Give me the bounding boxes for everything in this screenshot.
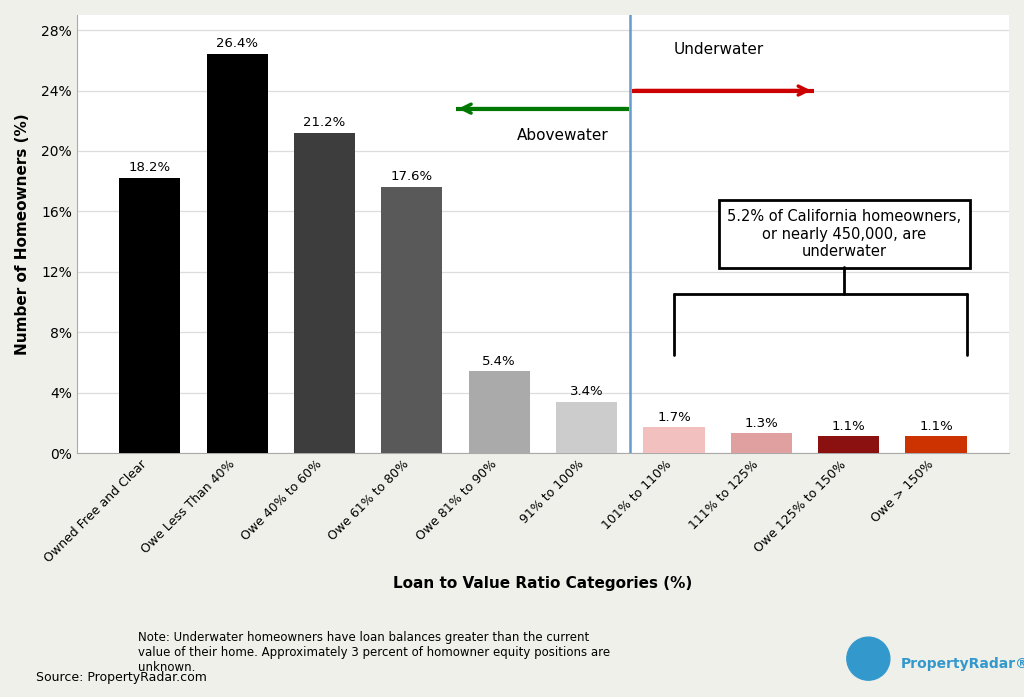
Text: 21.2%: 21.2%	[303, 116, 346, 129]
Text: 5.2% of California homeowners,
or nearly 450,000, are
underwater: 5.2% of California homeowners, or nearly…	[727, 209, 962, 259]
Text: Note: Underwater homeowners have loan balances greater than the current
value of: Note: Underwater homeowners have loan ba…	[138, 631, 610, 674]
Bar	[381, 187, 442, 453]
Text: 1.1%: 1.1%	[920, 420, 953, 433]
Text: Abovewater: Abovewater	[517, 128, 608, 144]
Text: Underwater: Underwater	[674, 43, 764, 57]
Text: 18.2%: 18.2%	[129, 161, 171, 174]
Bar	[731, 434, 792, 453]
Bar	[294, 133, 355, 453]
Text: 1.3%: 1.3%	[744, 417, 778, 429]
Text: 5.4%: 5.4%	[482, 355, 516, 368]
X-axis label: Loan to Value Ratio Categories (%): Loan to Value Ratio Categories (%)	[393, 576, 692, 591]
Text: PropertyRadar®: PropertyRadar®	[901, 657, 1024, 671]
Bar	[469, 372, 529, 453]
Circle shape	[847, 637, 890, 680]
Bar	[818, 436, 880, 453]
Text: Source: PropertyRadar.com: Source: PropertyRadar.com	[36, 671, 207, 684]
Text: 3.4%: 3.4%	[569, 385, 603, 398]
Text: 17.6%: 17.6%	[391, 170, 433, 183]
Bar	[207, 54, 267, 453]
Bar	[556, 401, 617, 453]
Text: 1.1%: 1.1%	[831, 420, 865, 433]
Bar	[643, 427, 705, 453]
Text: 1.7%: 1.7%	[657, 411, 691, 424]
Bar	[119, 178, 180, 453]
Text: 26.4%: 26.4%	[216, 38, 258, 50]
Y-axis label: Number of Homeowners (%): Number of Homeowners (%)	[15, 113, 30, 355]
Bar	[905, 436, 967, 453]
